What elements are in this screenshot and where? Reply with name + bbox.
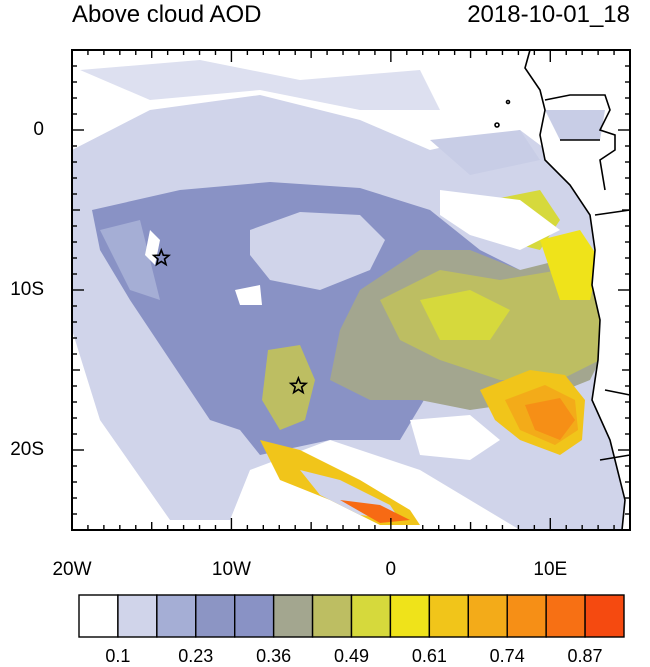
colorbar-label: 0.49 [333,646,370,666]
colorbar-swatch [428,594,469,638]
colorbar-label: 0.1 [105,646,131,666]
lon-tick-label: 10E [533,559,568,580]
lon-tick-label: 20W [52,559,92,580]
colorbar-swatch [311,594,353,638]
lon-tick-label: 10W [211,559,251,580]
colorbar-swatch [389,594,431,638]
lon-tick-label: 0 [385,559,397,580]
axis-ticks [71,49,631,531]
star-2-marker-icon [288,375,309,395]
lat-tick-label: 20S [10,439,44,460]
colorbar-swatch [350,594,392,638]
colorbar-swatch [545,594,586,638]
colorbar-swatch [584,594,625,638]
station-markers [151,247,309,395]
colorbar-swatch [195,594,236,638]
colorbar-swatch [78,594,119,638]
colorbar-swatch [156,594,197,638]
colorbar-label: 0.36 [256,646,292,666]
colorbar-swatch [234,594,275,638]
colorbar-swatch [117,594,158,638]
colorbar-label: 0.23 [178,646,214,666]
colorbar-swatch [272,594,314,638]
plot-title: Above cloud AOD [72,1,262,28]
colorbar-label: 0.74 [489,646,525,666]
lat-tick-label: 0 [33,119,44,140]
star-1-marker-icon [151,247,172,267]
colorbar-swatch [467,594,508,638]
coastline [494,49,631,531]
colorbar-label: 0.87 [567,646,603,666]
lat-tick-label: 10S [10,279,44,300]
plot-timestamp: 2018-10-01_18 [467,1,630,28]
colorbar-swatch [506,594,547,638]
aod-field [72,50,630,530]
colorbar-label: 0.61 [411,646,447,666]
